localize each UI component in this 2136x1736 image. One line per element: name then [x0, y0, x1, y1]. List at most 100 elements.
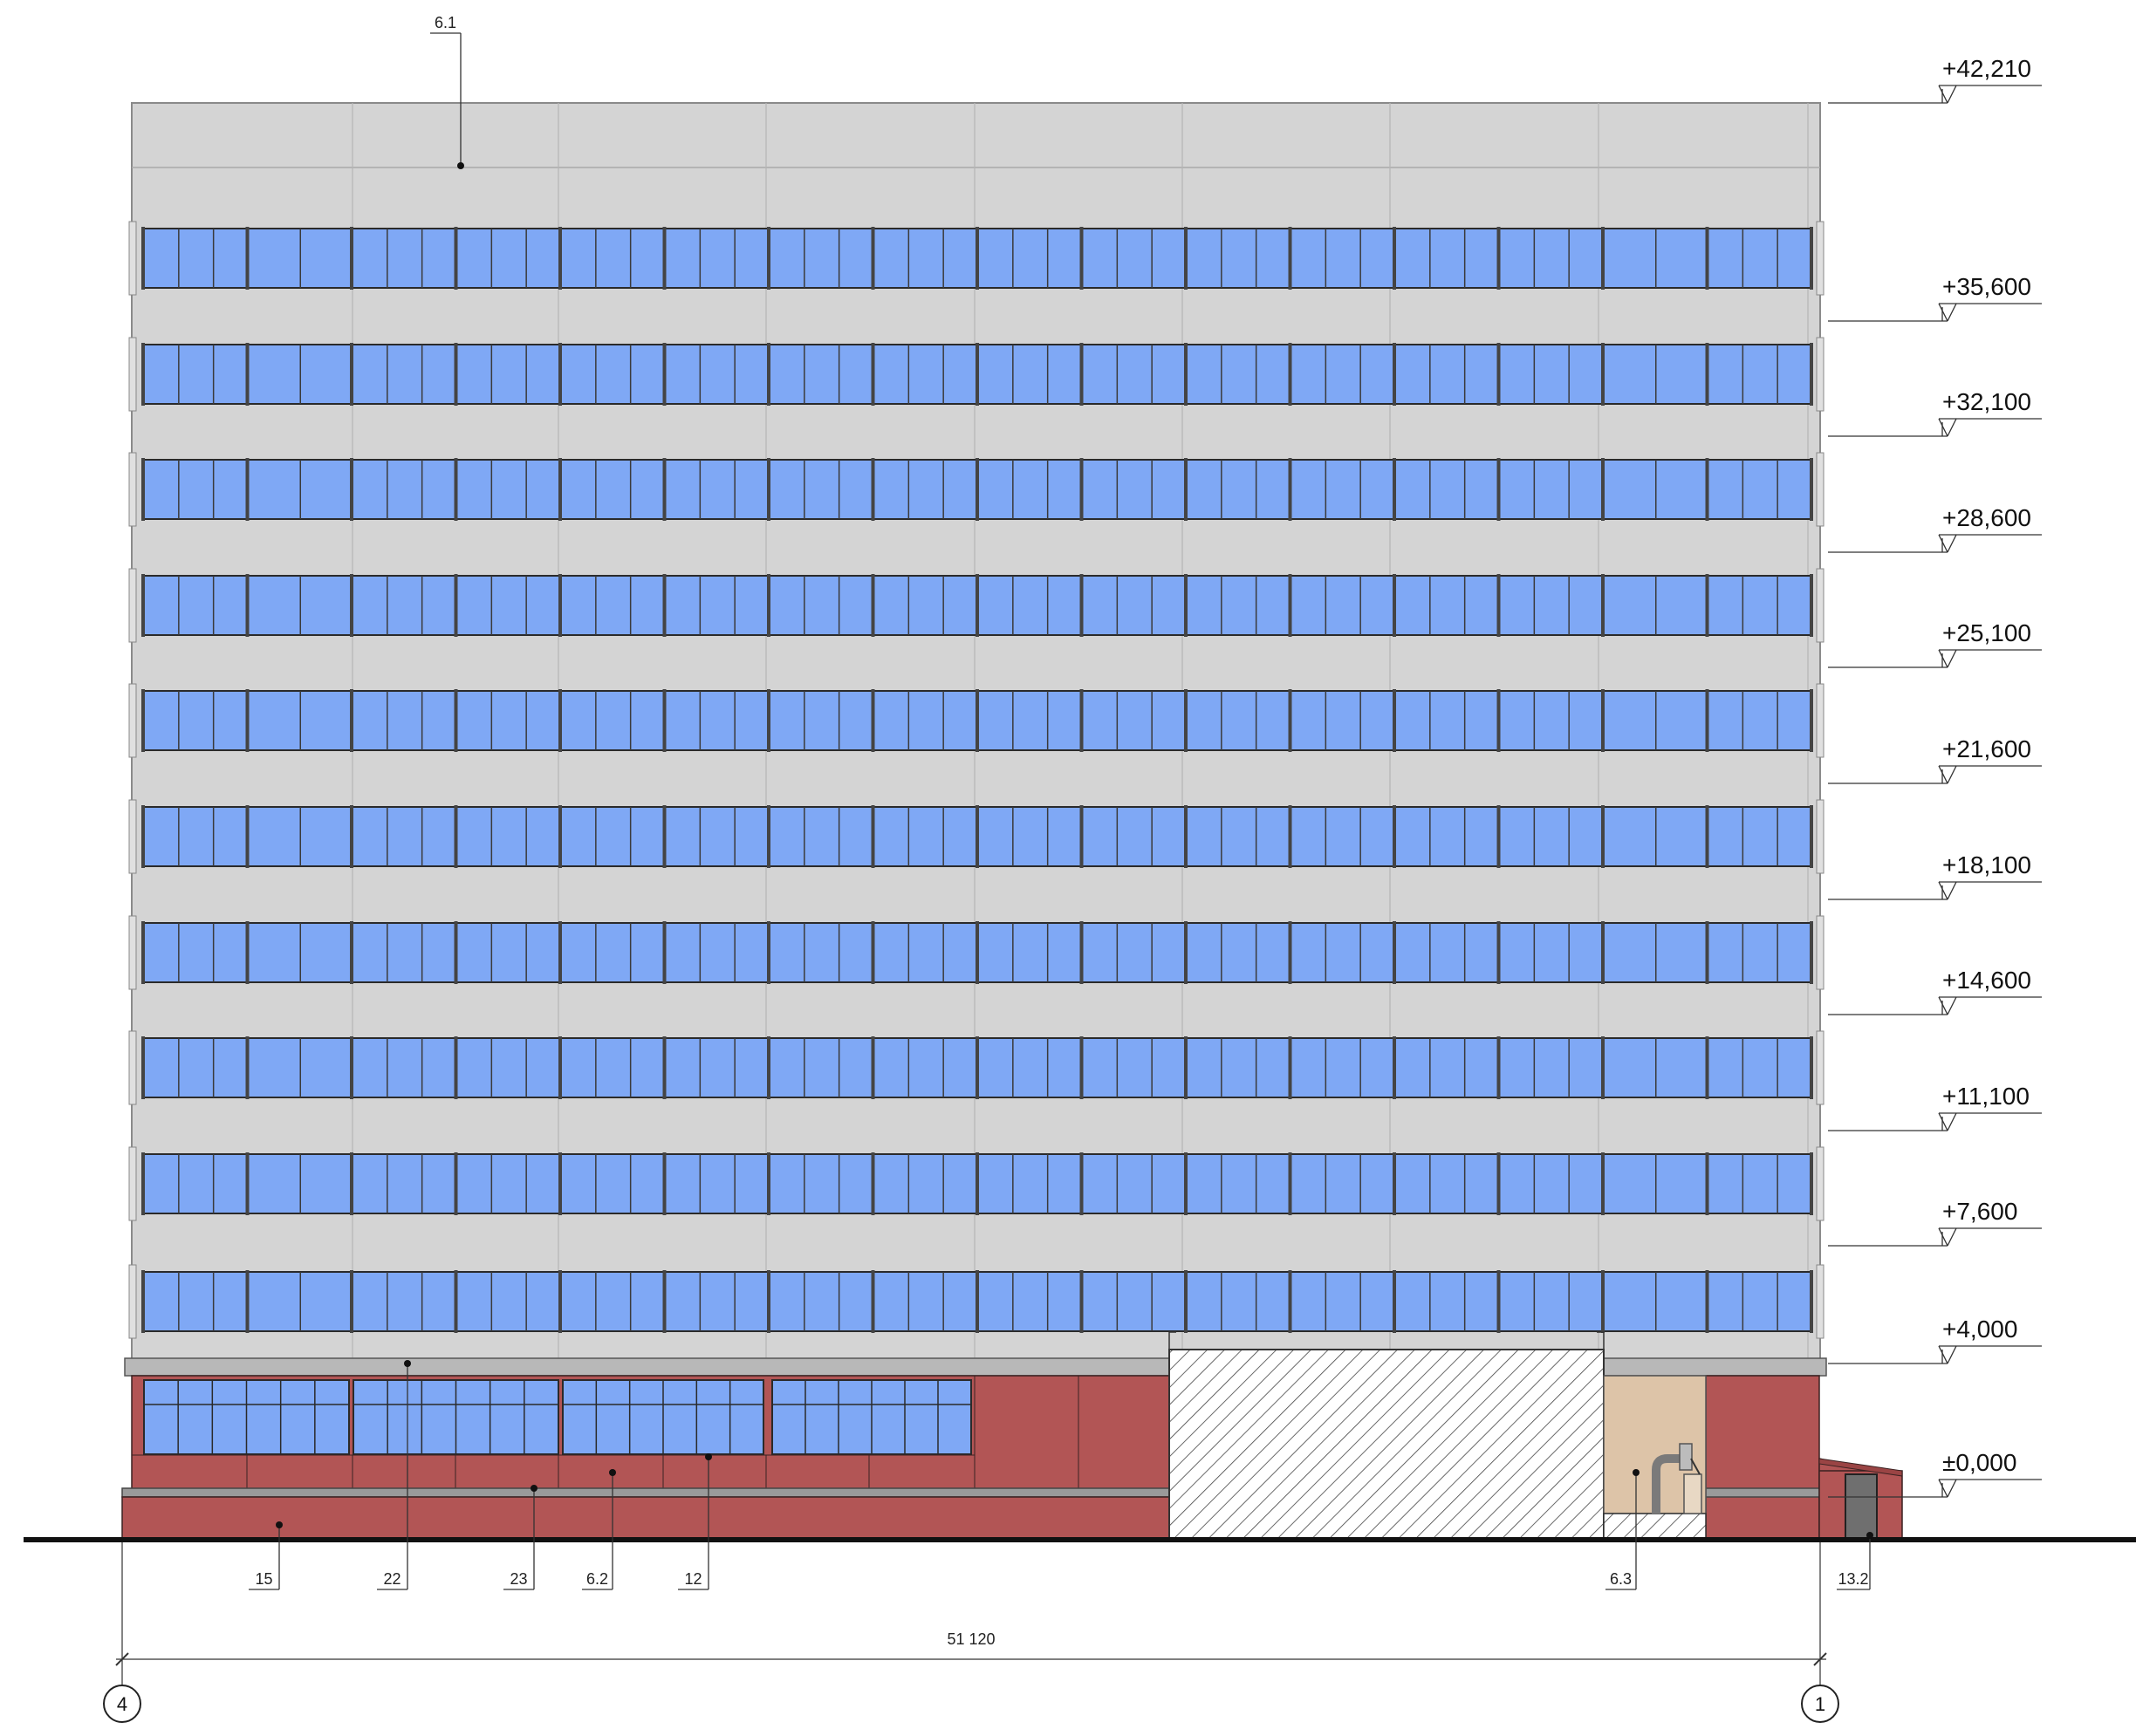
level-label: +7,600 — [1942, 1198, 2017, 1225]
window — [1394, 1153, 1501, 1214]
level-marker: +7,600 — [1828, 1198, 2042, 1247]
window-band-3 — [128, 452, 1824, 527]
axis-bubble-1: 1 — [1801, 1685, 1839, 1723]
window — [873, 344, 979, 405]
window — [769, 1153, 875, 1214]
window — [769, 459, 875, 520]
callout-label: 13.2 — [1838, 1570, 1868, 1588]
window — [1081, 575, 1188, 636]
window-bands — [128, 221, 1824, 1339]
window — [977, 1153, 1084, 1214]
level-label: +14,600 — [1942, 967, 2031, 994]
callout: 12 — [678, 1453, 712, 1590]
window — [1707, 228, 1813, 289]
level-label: +42,210 — [1942, 55, 2031, 82]
window — [1394, 228, 1501, 289]
window — [664, 228, 770, 289]
window — [143, 1271, 250, 1332]
window — [1081, 1153, 1188, 1214]
window — [1498, 922, 1605, 983]
window — [664, 1153, 770, 1214]
annex-roof-line — [1818, 1458, 1903, 1477]
window — [560, 806, 667, 867]
window — [1290, 344, 1396, 405]
level-label: +18,100 — [1942, 851, 2031, 878]
level-label: +21,600 — [1942, 735, 2031, 762]
window — [977, 228, 1084, 289]
window — [143, 690, 250, 751]
overall-dimension-text: 51 120 — [947, 1630, 995, 1648]
level-label: +25,100 — [1942, 619, 2031, 646]
window — [1498, 1153, 1605, 1214]
window — [352, 1037, 458, 1098]
window — [455, 1037, 562, 1098]
level-marker: +32,100 — [1828, 388, 2042, 437]
window — [1186, 922, 1292, 983]
window — [352, 228, 458, 289]
plinth-ledge-right — [1705, 1487, 1829, 1498]
window — [977, 690, 1084, 751]
window-band-5 — [128, 683, 1824, 758]
window — [873, 690, 979, 751]
ground-floor-brick-right — [1705, 1375, 1820, 1539]
callout-leaders: 6.1 15 22 23 6.2 12 6.3 13.2 — [249, 14, 1873, 1590]
window — [560, 1271, 667, 1332]
window — [1290, 1271, 1396, 1332]
window — [1707, 922, 1813, 983]
level-marker: +42,210 — [1828, 55, 2042, 104]
window — [1707, 1037, 1813, 1098]
window — [352, 1153, 458, 1214]
window — [664, 690, 770, 751]
window — [769, 1037, 875, 1098]
window — [769, 1271, 875, 1332]
annex-door — [1845, 1473, 1878, 1539]
window — [1498, 806, 1605, 867]
plinth — [121, 1496, 1170, 1539]
window — [1290, 228, 1396, 289]
window — [143, 344, 250, 405]
window — [352, 922, 458, 983]
window — [1290, 1037, 1396, 1098]
window — [143, 228, 250, 289]
window — [1081, 806, 1188, 867]
window — [455, 806, 562, 867]
window — [1290, 922, 1396, 983]
window — [977, 459, 1084, 520]
hatched-section — [1168, 1349, 1605, 1539]
level-marker: +25,100 — [1828, 619, 2042, 668]
window — [873, 806, 979, 867]
window — [352, 806, 458, 867]
window — [873, 228, 979, 289]
window — [1707, 806, 1813, 867]
window — [769, 690, 875, 751]
hatched-section-step — [1168, 1331, 1176, 1350]
level-label: ±0,000 — [1942, 1449, 2016, 1476]
window — [352, 575, 458, 636]
window — [1290, 690, 1396, 751]
window-band-8 — [128, 1030, 1824, 1105]
callout-label: 6.3 — [1610, 1570, 1632, 1588]
window — [1394, 344, 1501, 405]
level-label: +28,600 — [1942, 504, 2031, 531]
window — [1186, 1037, 1292, 1098]
callout-label: 23 — [510, 1570, 527, 1588]
window — [1498, 459, 1605, 520]
window — [1498, 1037, 1605, 1098]
level-markers: +42,210 +35,600 +32,100 +28,600 +25,100 +21,6… — [1828, 55, 2042, 1498]
window — [769, 575, 875, 636]
window — [1707, 690, 1813, 751]
window — [455, 344, 562, 405]
window — [1186, 806, 1292, 867]
callout-label: 22 — [383, 1570, 400, 1588]
window — [1186, 1153, 1292, 1214]
window — [560, 344, 667, 405]
window — [143, 575, 250, 636]
window — [1394, 922, 1501, 983]
level-label: +4,000 — [1942, 1316, 2017, 1343]
callout: 15 — [249, 1521, 283, 1590]
window — [1707, 344, 1813, 405]
level-marker: +11,100 — [1828, 1083, 2042, 1131]
callout: 6.2 — [582, 1469, 616, 1590]
window-band-2 — [128, 337, 1824, 412]
